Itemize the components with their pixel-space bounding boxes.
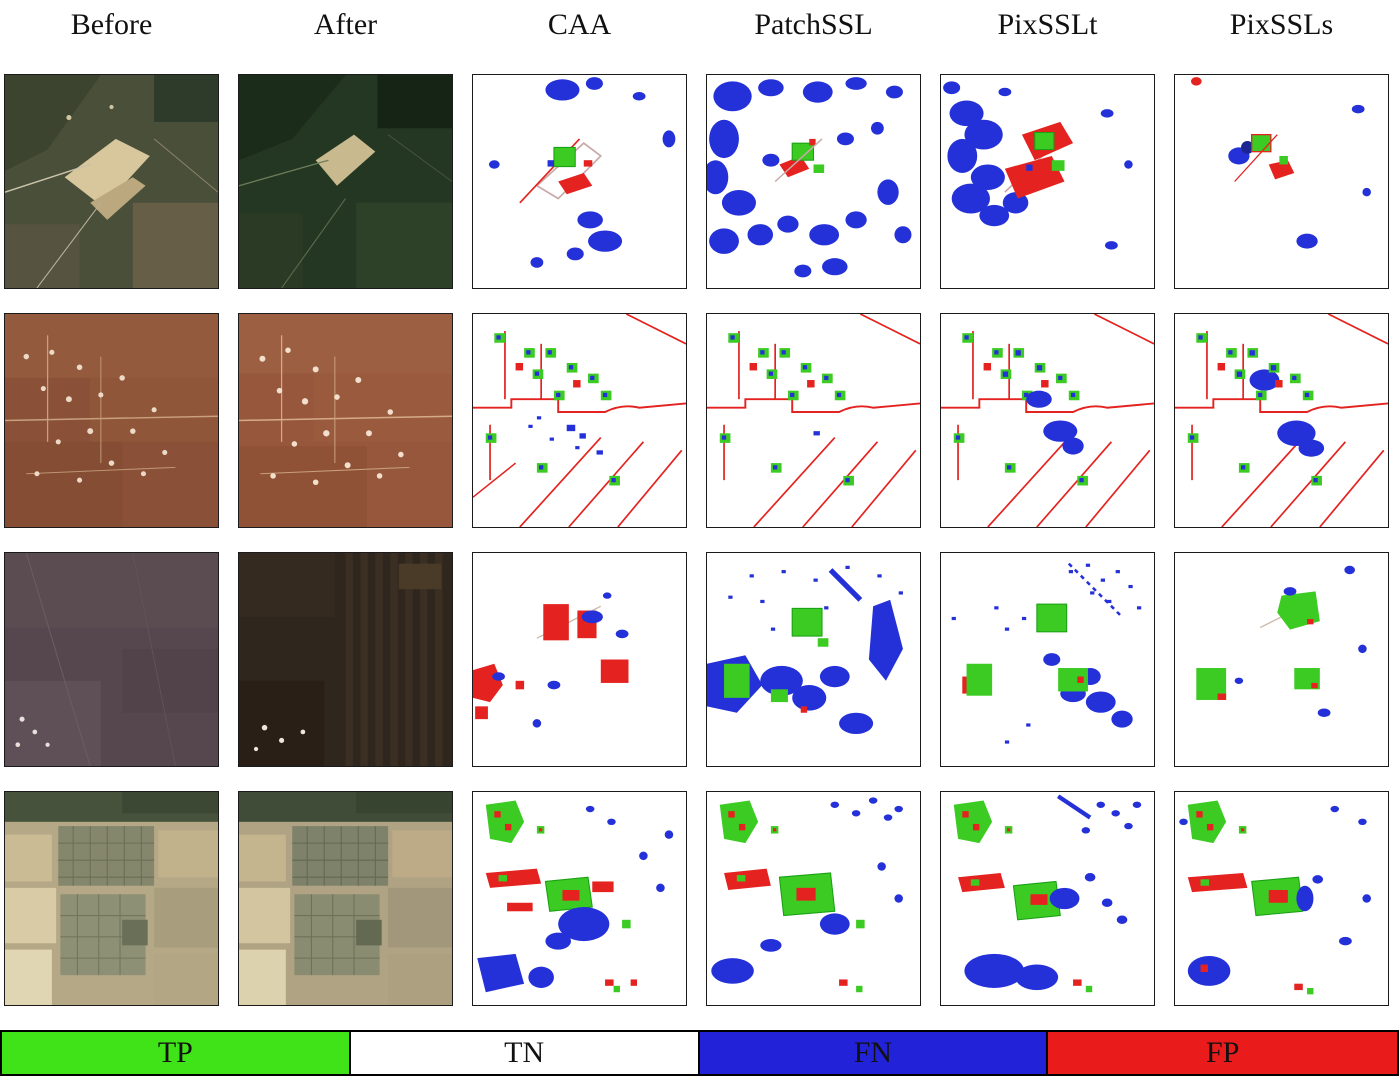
before-image-row-2 [4, 313, 219, 528]
legend-tp: TP [2, 1032, 351, 1074]
legend-tn: TN [350, 1032, 700, 1074]
legend-fn-label: FN [853, 1036, 893, 1069]
after-image-row-1 [238, 74, 453, 289]
pixssls-prediction-row-3 [1174, 552, 1389, 767]
patchssl-prediction-row-4 [706, 791, 921, 1006]
after-image-row-3 [238, 552, 453, 767]
legend-fn: FN [699, 1032, 1049, 1074]
patchssl-prediction-row-2 [706, 313, 921, 528]
caa-prediction-row-1 [472, 74, 687, 289]
before-image-row-4 [4, 791, 219, 1006]
column-header-after: After [313, 8, 378, 41]
column-header-pixsslt: PixSSLt [997, 8, 1098, 41]
pixssls-prediction-row-4 [1174, 791, 1389, 1006]
figure-grid: Before After CAA PatchSSL PixSSLt PixSSL… [4, 8, 1389, 1006]
pixssls-prediction-row-1 [1174, 74, 1389, 289]
before-image-row-3 [4, 552, 219, 767]
before-image-row-1 [4, 74, 219, 289]
pixsslt-prediction-row-3 [940, 552, 1155, 767]
legend-tn-label: TN [504, 1036, 545, 1069]
patchssl-prediction-row-3 [706, 552, 921, 767]
pixsslt-prediction-row-2 [940, 313, 1155, 528]
column-header-pixssls: PixSSLs [1229, 8, 1334, 41]
after-image-row-2 [238, 313, 453, 528]
pixsslt-prediction-row-1 [940, 74, 1155, 289]
pixsslt-prediction-row-4 [940, 791, 1155, 1006]
caa-prediction-row-4 [472, 791, 687, 1006]
column-header-before: Before [70, 8, 153, 41]
column-header-patchssl: PatchSSL [754, 8, 873, 41]
legend-tp-label: TP [157, 1036, 193, 1069]
legend-bar: TP TN FN FP [0, 1030, 1399, 1076]
pixssls-prediction-row-2 [1174, 313, 1389, 528]
caa-prediction-row-3 [472, 552, 687, 767]
legend-fp: FP [1048, 1032, 1397, 1074]
legend-fp-label: FP [1205, 1036, 1240, 1069]
after-image-row-4 [238, 791, 453, 1006]
column-header-caa: CAA [547, 8, 612, 41]
patchssl-prediction-row-1 [706, 74, 921, 289]
caa-prediction-row-2 [472, 313, 687, 528]
